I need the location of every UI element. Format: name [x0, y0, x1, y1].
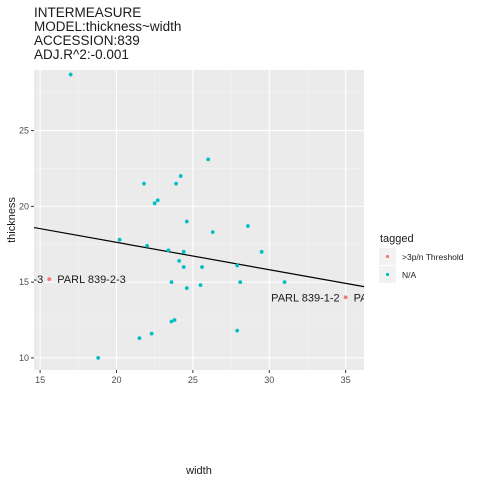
x-tick-label: 15 — [35, 375, 45, 385]
data-point — [200, 265, 204, 269]
data-point — [282, 280, 287, 285]
y-tick-label: 15 — [19, 277, 29, 287]
title-line-4: ADJ.R^2:-0.001 — [34, 47, 129, 62]
panel-content: PARL 839-2-3 PARL 839-2-3 PARL 839-1-2 PARL… — [0, 72, 422, 360]
data-point — [206, 157, 211, 162]
point-annotation-label: PARL 839-2-3 — [0, 274, 43, 286]
data-point — [172, 318, 177, 322]
data-point — [137, 336, 142, 341]
legend-label-na: N/A — [402, 270, 417, 280]
legend-title: tagged — [380, 233, 414, 245]
title-line-2: MODEL:thickness~width — [34, 19, 181, 34]
data-point — [259, 249, 264, 254]
data-point — [169, 319, 174, 324]
legend-key-na-dot — [385, 272, 390, 277]
y-tick-label: 25 — [19, 126, 29, 136]
data-point — [166, 248, 171, 253]
point-annotation-label: PARL 839-1-2 — [354, 292, 422, 304]
title-line-3: ACCESSION:839 — [34, 33, 140, 48]
x-axis-title: width — [185, 465, 212, 477]
y-tick-label: 20 — [19, 201, 29, 211]
title-line-1: INTERMEASURE — [34, 5, 141, 20]
point-annotation-label: PARL 839-1-2 — [271, 292, 339, 304]
data-point — [149, 331, 154, 336]
x-tick-label: 30 — [264, 375, 274, 385]
plot-panel — [34, 70, 364, 370]
data-point — [155, 198, 160, 203]
data-point — [178, 174, 183, 178]
point-annotations: PARL 839-2-3 PARL 839-2-3 PARL 839-1-2 PARL… — [0, 274, 422, 304]
data-point — [235, 263, 240, 268]
data-point — [145, 243, 149, 248]
data-point — [169, 280, 174, 285]
data-point — [174, 181, 178, 186]
regression-line — [34, 226, 364, 288]
data-point — [142, 181, 146, 186]
data-point — [184, 286, 189, 291]
legend-label-tagged: >3p/n Threshold — [402, 252, 464, 262]
data-point — [238, 280, 243, 285]
x-tick-label: 35 — [341, 375, 351, 385]
legend-key-tagged-dot — [385, 254, 390, 259]
data-point — [210, 230, 215, 235]
y-axis-title: thickness — [6, 197, 18, 243]
data-point — [68, 72, 73, 77]
data-point — [181, 265, 186, 269]
x-tick-label: 20 — [111, 375, 121, 385]
data-point — [177, 259, 182, 263]
data-point — [96, 355, 101, 360]
legend: tagged >3p/n Threshold N/A — [379, 233, 464, 283]
data-point — [245, 224, 250, 228]
axis-ticks: 15 20 25 30 35 10 15 20 25 — [19, 126, 351, 385]
data-point — [152, 201, 157, 206]
x-tick-label: 25 — [188, 375, 198, 385]
data-point — [198, 283, 203, 288]
chart-title: INTERMEASURE MODEL:thickness~width ACCES… — [34, 5, 181, 62]
data-point — [47, 277, 52, 281]
data-point — [181, 249, 186, 254]
data-point — [235, 328, 240, 333]
data-point — [343, 295, 348, 300]
y-tick-label: 10 — [19, 353, 29, 363]
data-points — [47, 72, 348, 360]
grid-lines — [34, 70, 364, 370]
point-annotation-label: PARL 839-2-3 — [57, 274, 125, 286]
data-point — [184, 219, 189, 224]
data-point — [117, 237, 122, 242]
